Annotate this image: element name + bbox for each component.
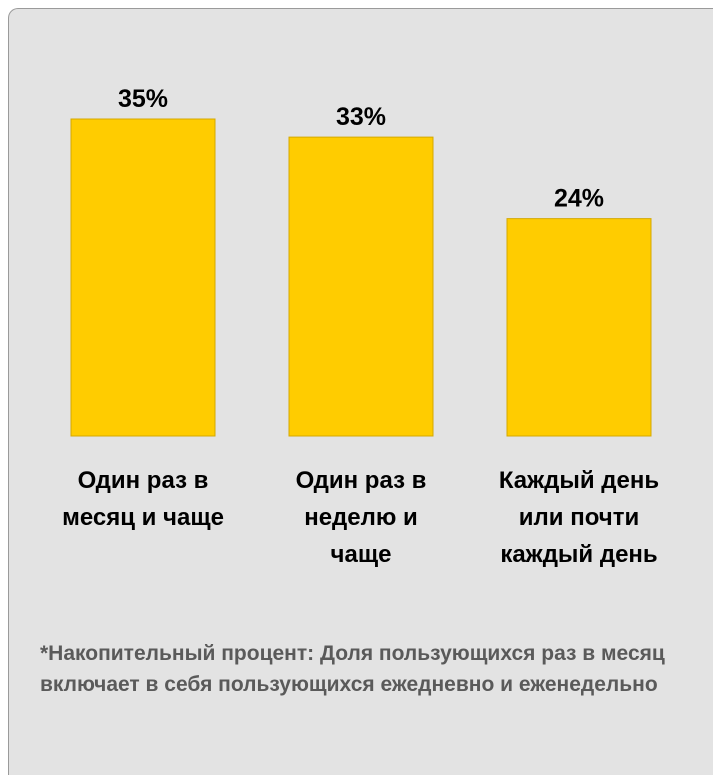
value-label-3: 24%	[554, 185, 604, 213]
category-label-monthly: Один раз в месяц и чаще	[62, 467, 224, 531]
bar-3	[506, 218, 652, 437]
value-label-1: 35%	[118, 85, 168, 113]
category-label-daily: Каждый день или почти каждый день	[498, 467, 660, 568]
bar-1	[70, 118, 216, 437]
footnote: *Накопительный процент: Доля пользующихс…	[40, 642, 665, 696]
category-label-weekly: Один раз в неделю и чаще	[295, 467, 427, 568]
bar-2	[288, 136, 434, 437]
value-label-2: 33%	[336, 103, 386, 131]
